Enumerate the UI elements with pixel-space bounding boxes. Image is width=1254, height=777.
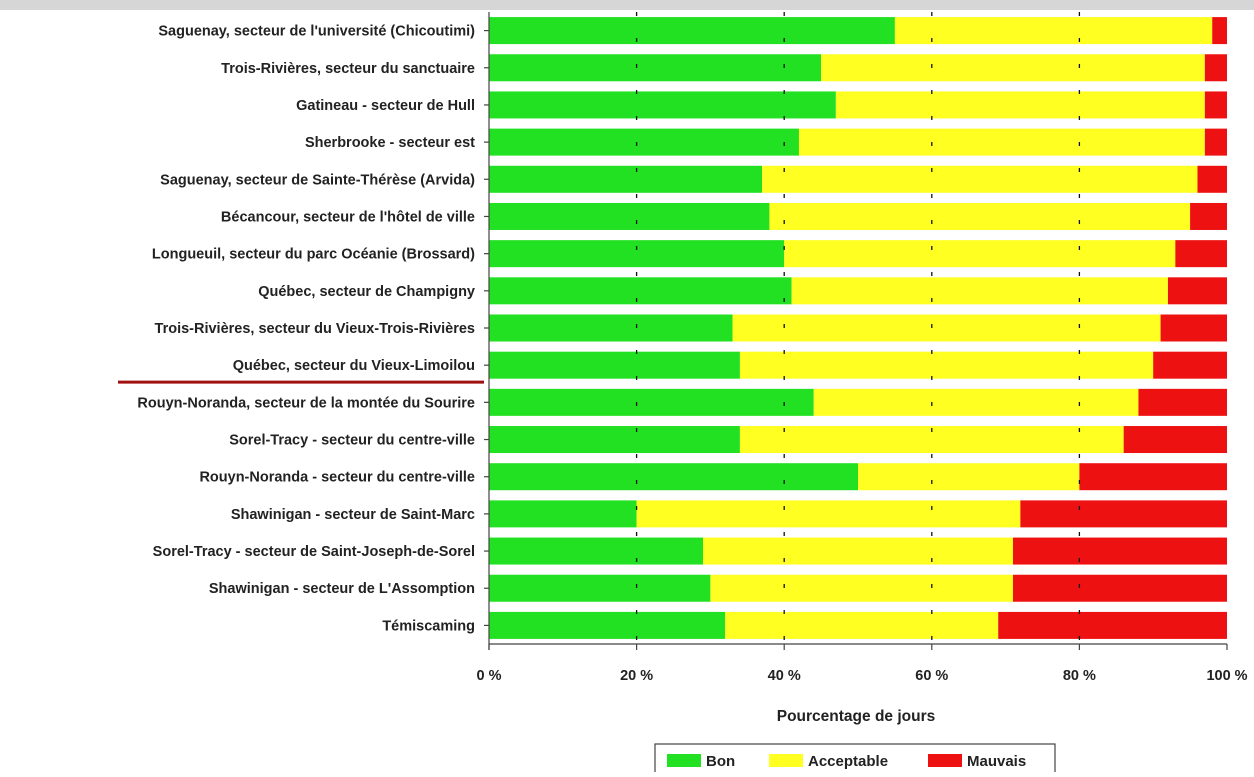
bar-segment-acceptable — [791, 277, 1168, 305]
category-label: Sorel-Tracy - secteur du centre-ville — [229, 433, 475, 449]
legend-label-mauvais: Mauvais — [967, 753, 1026, 770]
bar-segment-bon — [489, 240, 785, 268]
bar-segment-bon — [489, 128, 799, 156]
category-label: Saguenay, secteur de Sainte-Thérèse (Arv… — [160, 172, 475, 188]
bar-segment-bon — [489, 500, 637, 528]
bar-segment-mauvais — [1153, 351, 1227, 379]
bar-segment-acceptable — [725, 611, 999, 639]
bar-segment-mauvais — [1012, 574, 1227, 602]
bar-segment-mauvais — [1190, 202, 1227, 230]
bar-segment-bon — [489, 17, 895, 45]
category-label: Trois-Rivières, secteur du sanctuaire — [221, 61, 475, 77]
bars-group — [489, 17, 1227, 639]
x-axis-title: Pourcentage de jours — [777, 708, 935, 725]
bar-segment-bon — [489, 611, 726, 639]
bar-segment-acceptable — [739, 351, 1154, 379]
bar-segment-bon — [489, 314, 733, 342]
x-tick-label: 0 % — [477, 668, 502, 684]
bar-segment-acceptable — [703, 537, 1013, 565]
bar-segment-bon — [489, 574, 711, 602]
bar-segment-acceptable — [821, 54, 1205, 82]
x-tick-label: 80 % — [1063, 668, 1096, 684]
category-label: Québec, secteur de Champigny — [258, 284, 475, 300]
bar-segment-bon — [489, 388, 814, 416]
bar-segment-acceptable — [732, 314, 1161, 342]
bar-segment-acceptable — [710, 574, 1013, 602]
bar-segment-bon — [489, 91, 836, 119]
bar-segment-bon — [489, 277, 792, 305]
bar-segment-mauvais — [1020, 500, 1227, 528]
bar-segment-acceptable — [835, 91, 1205, 119]
bar-segment-mauvais — [1197, 165, 1227, 193]
bar-segment-mauvais — [1212, 17, 1227, 45]
bar-segment-mauvais — [1138, 388, 1227, 416]
bar-segment-acceptable — [858, 463, 1080, 491]
category-label: Saguenay, secteur de l'université (Chico… — [158, 24, 475, 40]
legend-swatch-bon — [667, 754, 701, 767]
header-band — [0, 0, 1254, 10]
legend: Bon Acceptable Mauvais — [654, 743, 1056, 777]
category-label: Gatineau - secteur de Hull — [296, 98, 475, 114]
category-label: Shawinigan - secteur de L'Assomption — [209, 581, 475, 597]
bar-segment-mauvais — [1079, 463, 1227, 491]
category-label: Longueuil, secteur du parc Océanie (Bros… — [152, 247, 475, 263]
legend-swatch-acceptable — [769, 754, 803, 767]
bar-segment-bon — [489, 463, 858, 491]
bar-segment-bon — [489, 202, 770, 230]
bar-segment-mauvais — [1167, 277, 1227, 305]
bar-segment-acceptable — [894, 17, 1213, 45]
category-label: Sherbrooke - secteur est — [305, 135, 475, 151]
category-label: Témiscaming — [382, 618, 475, 634]
x-tick-label: 60 % — [915, 668, 948, 684]
bar-segment-bon — [489, 426, 740, 454]
category-label: Québec, secteur du Vieux-Limoilou — [233, 358, 475, 374]
bar-segment-mauvais — [1175, 240, 1227, 268]
legend-label-bon: Bon — [706, 753, 735, 770]
bar-segment-mauvais — [1160, 314, 1227, 342]
bar-segment-mauvais — [1204, 128, 1227, 156]
bar-segment-mauvais — [998, 611, 1227, 639]
bar-segment-bon — [489, 537, 704, 565]
bar-segment-acceptable — [798, 128, 1205, 156]
bar-segment-bon — [489, 54, 822, 82]
category-label: Trois-Rivières, secteur du Vieux-Trois-R… — [155, 321, 475, 337]
category-label: Sorel-Tracy - secteur de Saint-Joseph-de… — [153, 544, 475, 560]
bar-segment-acceptable — [769, 202, 1191, 230]
category-label: Rouyn-Noranda, secteur de la montée du S… — [137, 395, 475, 411]
bar-segment-acceptable — [762, 165, 1198, 193]
category-label: Rouyn-Noranda - secteur du centre-ville — [199, 470, 475, 486]
legend-label-acceptable: Acceptable — [808, 753, 888, 770]
x-tick-label: 40 % — [768, 668, 801, 684]
bar-segment-acceptable — [784, 240, 1176, 268]
category-label: Shawinigan - secteur de Saint-Marc — [231, 507, 475, 523]
bar-segment-acceptable — [813, 388, 1139, 416]
bar-segment-mauvais — [1204, 54, 1227, 82]
bar-segment-mauvais — [1204, 91, 1227, 119]
bar-segment-mauvais — [1012, 537, 1227, 565]
bar-segment-bon — [489, 351, 740, 379]
bar-segment-acceptable — [636, 500, 1021, 528]
x-tick-label: 20 % — [620, 668, 653, 684]
bar-segment-mauvais — [1123, 426, 1227, 454]
category-label: Bécancour, secteur de l'hôtel de ville — [221, 209, 475, 225]
bar-segment-bon — [489, 165, 763, 193]
x-tick-label: 100 % — [1206, 668, 1247, 684]
legend-swatch-mauvais — [928, 754, 962, 767]
